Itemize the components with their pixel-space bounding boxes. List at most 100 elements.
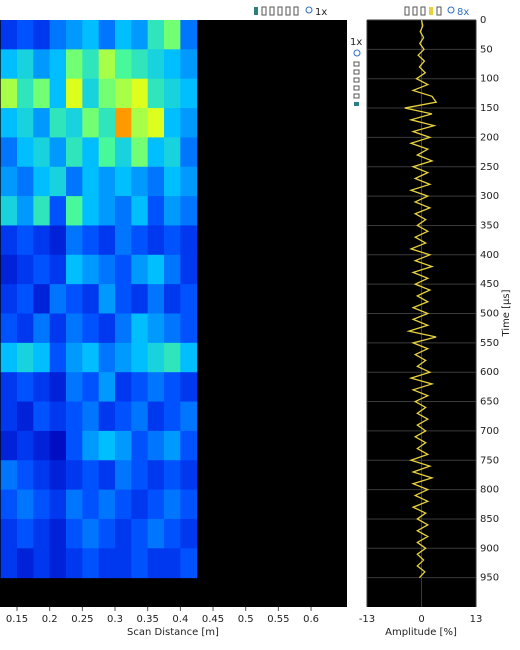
heatmap-cell bbox=[82, 342, 100, 373]
heatmap-cell bbox=[66, 254, 83, 285]
heatmap-cell bbox=[82, 196, 100, 226]
heatmap-cell bbox=[16, 108, 34, 138]
heatmap-cell bbox=[49, 49, 67, 80]
heatmap-cell bbox=[147, 49, 165, 80]
x-tick-label: 0.2 bbox=[42, 614, 58, 625]
heatmap-cell bbox=[0, 108, 18, 138]
heatmap-cell bbox=[115, 49, 132, 80]
tool-icon[interactable] bbox=[353, 77, 360, 83]
tool-icon[interactable] bbox=[412, 6, 418, 16]
heatmap-cell bbox=[180, 489, 198, 520]
tool-icon[interactable] bbox=[420, 6, 426, 16]
heatmap-cell bbox=[131, 78, 149, 109]
tool-icon[interactable] bbox=[269, 6, 275, 16]
heatmap-cell bbox=[82, 108, 100, 138]
heatmap-cell bbox=[33, 401, 51, 432]
heatmap-cell bbox=[164, 108, 181, 138]
heatmap-cell bbox=[131, 108, 149, 138]
heatmap-cell bbox=[164, 518, 181, 549]
tool-icon[interactable] bbox=[254, 7, 258, 15]
heatmap-cell bbox=[82, 430, 100, 461]
heatmap-cell bbox=[82, 313, 100, 344]
heatmap-cell bbox=[66, 137, 83, 168]
heatmap-cell bbox=[0, 284, 18, 314]
heatmap-cell bbox=[66, 518, 83, 549]
tool-icon[interactable] bbox=[277, 6, 283, 16]
x-tick-label: 0.3 bbox=[107, 614, 123, 625]
x-tick-label: -13 bbox=[359, 614, 375, 625]
heatmap-cell bbox=[66, 430, 83, 461]
heatmap-cell bbox=[98, 78, 116, 109]
heatmap-cell bbox=[131, 460, 149, 491]
heatmap-cell bbox=[49, 20, 67, 50]
tool-icon[interactable] bbox=[354, 102, 359, 106]
heatmap-cell bbox=[33, 137, 51, 168]
heatmap-cell bbox=[82, 225, 100, 256]
heatmap-cell bbox=[82, 460, 100, 491]
heatmap-cell bbox=[49, 372, 67, 403]
tool-icon[interactable] bbox=[429, 7, 433, 15]
ascan-toolbar[interactable]: 8x bbox=[404, 6, 469, 18]
heatmap-cell bbox=[16, 254, 34, 285]
bscan-toolbar[interactable]: 1x bbox=[254, 6, 327, 18]
heatmap-cell bbox=[147, 460, 165, 491]
heatmap-cell bbox=[66, 460, 83, 491]
heatmap-cell bbox=[115, 20, 132, 50]
heatmap-cell bbox=[115, 225, 132, 256]
tool-icon[interactable] bbox=[353, 93, 360, 99]
zoom-label: 1x bbox=[315, 7, 327, 18]
heatmap-cell bbox=[164, 20, 181, 50]
zoom-icon[interactable] bbox=[447, 6, 455, 14]
zoom-label: 8x bbox=[457, 7, 469, 18]
tool-icon[interactable] bbox=[261, 6, 267, 16]
heatmap-cell bbox=[164, 284, 181, 314]
zoom-icon[interactable] bbox=[353, 49, 361, 57]
heatmap-cell bbox=[16, 284, 34, 314]
heatmap-cell bbox=[0, 137, 18, 168]
tool-icon[interactable] bbox=[436, 6, 442, 16]
tool-icon[interactable] bbox=[293, 6, 299, 16]
heatmap-cell bbox=[164, 372, 181, 403]
heatmap-cell bbox=[33, 196, 51, 226]
heatmap-cell bbox=[180, 166, 198, 197]
y-tick-label: 0 bbox=[480, 15, 486, 26]
heatmap-cell bbox=[164, 225, 181, 256]
heatmap-cell bbox=[0, 401, 18, 432]
heatmap-cell bbox=[180, 430, 198, 461]
tool-icon[interactable] bbox=[285, 6, 291, 16]
heatmap-cell bbox=[49, 137, 67, 168]
heatmap-cell bbox=[180, 196, 198, 226]
heatmap-cell bbox=[66, 548, 83, 579]
y-tick-label: 400 bbox=[480, 250, 499, 261]
x-tick-label: 0.6 bbox=[303, 614, 319, 625]
tool-icon[interactable] bbox=[404, 6, 410, 16]
heatmap-cell bbox=[180, 137, 198, 168]
heatmap-cell bbox=[16, 460, 34, 491]
y-tick-label: 350 bbox=[480, 220, 499, 231]
heatmap-cell bbox=[16, 196, 34, 226]
heatmap-cell bbox=[131, 313, 149, 344]
y-tick-label: 750 bbox=[480, 455, 499, 466]
heatmap-cell bbox=[49, 342, 67, 373]
heatmap-cell bbox=[33, 489, 51, 520]
heatmap-cell bbox=[49, 108, 67, 138]
tool-icon[interactable] bbox=[353, 61, 360, 67]
tool-icon[interactable] bbox=[353, 69, 360, 75]
heatmap-cell bbox=[82, 548, 100, 579]
heatmap-cell bbox=[33, 49, 51, 80]
heatmap-cell bbox=[16, 313, 34, 344]
a-scan-line bbox=[404, 19, 438, 579]
heatmap-cell bbox=[16, 372, 34, 403]
y-tick-label: 900 bbox=[480, 543, 499, 554]
heatmap-cell bbox=[0, 518, 18, 549]
tool-icon[interactable] bbox=[353, 85, 360, 91]
heatmap-cell bbox=[66, 78, 83, 109]
heatmap-cell bbox=[49, 518, 67, 549]
heatmap-cell bbox=[16, 20, 34, 50]
heatmap-cell bbox=[115, 254, 132, 285]
zoom-icon[interactable] bbox=[305, 6, 313, 14]
heatmap-cell bbox=[147, 430, 165, 461]
side-toolbar[interactable]: 1x bbox=[350, 37, 362, 106]
